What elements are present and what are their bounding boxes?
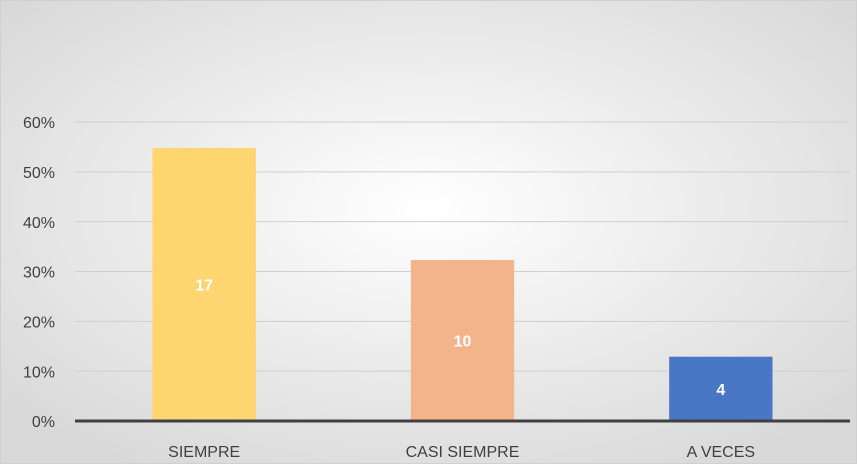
x-tick-label: A VECES [687,444,755,461]
y-tick-label: 0% [32,414,55,431]
bar [410,260,515,421]
y-tick-label: 10% [23,364,55,381]
data-label: 17 [195,278,213,295]
y-tick-label: 30% [23,265,55,282]
bar [152,147,256,421]
data-label: 4 [716,382,725,399]
data-label: 10 [454,334,472,351]
y-tick-label: 40% [23,215,55,232]
x-tick-label: SIEMPRE [168,444,240,461]
x-tick-label: CASI SIEMPRE [406,444,520,461]
y-tick-label: 50% [23,165,55,182]
y-tick-label: 20% [23,315,55,332]
y-tick-label: 60% [23,115,55,132]
bar [669,356,773,421]
